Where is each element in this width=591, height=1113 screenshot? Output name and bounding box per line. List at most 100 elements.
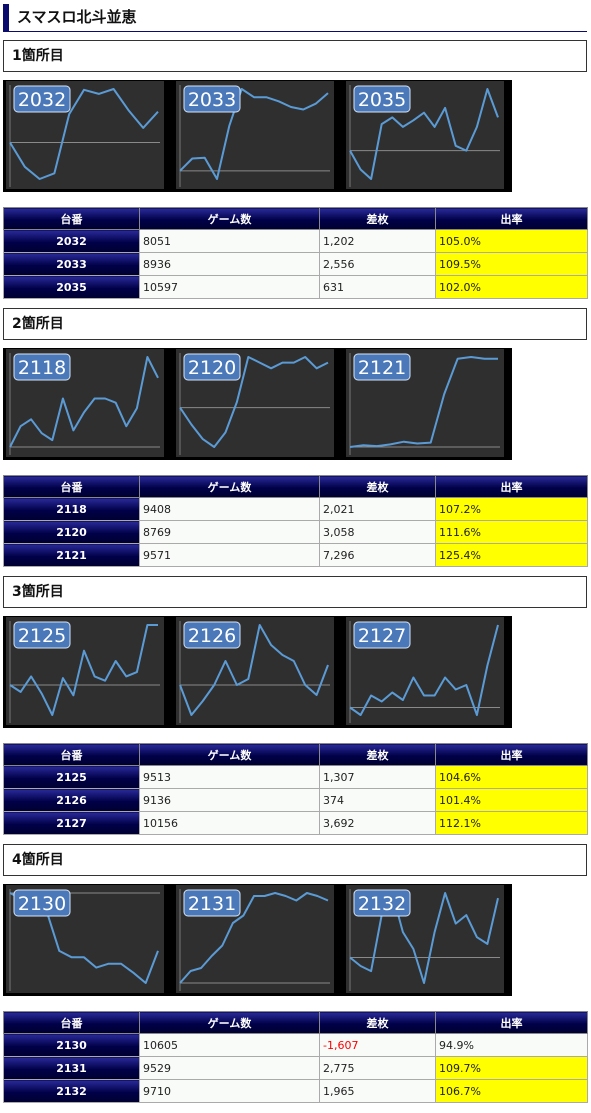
machine-number-cell[interactable]: 2132	[3, 1079, 140, 1103]
games-cell: 9513	[139, 765, 320, 789]
rate-cell: 107.2%	[435, 497, 588, 521]
slump-chart-2032[interactable]: 2032	[6, 81, 164, 189]
column-header-games: ゲーム数	[139, 475, 320, 498]
machine-number-cell[interactable]: 2126	[3, 788, 140, 812]
column-header-rate: 出率	[435, 1011, 588, 1034]
slump-chart-2121[interactable]: 2121	[346, 349, 504, 457]
table-row: 2126 9136 374 101.4%	[3, 788, 588, 812]
page-title: スマスロ北斗並恵	[3, 4, 587, 32]
column-header-diff: 差枚	[319, 1011, 436, 1034]
table-row: 2033 8936 2,556 109.5%	[3, 252, 588, 276]
slump-chart-2126[interactable]: 2126	[176, 617, 334, 725]
machine-number-cell[interactable]: 2121	[3, 543, 140, 567]
games-cell: 8051	[139, 229, 320, 253]
rate-cell: 104.6%	[435, 765, 588, 789]
rate-cell: 109.7%	[435, 1056, 588, 1080]
chart-badge-label: 2130	[18, 893, 66, 915]
rate-cell: 125.4%	[435, 543, 588, 567]
diff-cell: 1,965	[319, 1079, 436, 1103]
table-row: 2032 8051 1,202 105.0%	[3, 229, 588, 253]
column-header-games: ゲーム数	[139, 1011, 320, 1034]
column-header-games: ゲーム数	[139, 743, 320, 766]
column-header-games: ゲーム数	[139, 207, 320, 230]
diff-cell: 7,296	[319, 543, 436, 567]
chart-series-line	[349, 624, 499, 716]
section-title: 3箇所目	[3, 576, 587, 608]
chart-badge-label: 2126	[188, 625, 236, 647]
column-header-rate: 出率	[435, 743, 588, 766]
chart-badge	[13, 889, 71, 917]
column-header-diff: 差枚	[319, 743, 436, 766]
diff-cell: -1,607	[319, 1033, 436, 1057]
column-header-diff: 差枚	[319, 207, 436, 230]
games-cell: 9571	[139, 543, 320, 567]
machine-number-cell[interactable]: 2131	[3, 1056, 140, 1080]
diff-cell: 1,307	[319, 765, 436, 789]
table-row: 2035 10597 631 102.0%	[3, 275, 588, 299]
chart-series-line	[349, 356, 498, 448]
machine-number-cell[interactable]: 2127	[3, 811, 140, 835]
chart-series-line	[179, 88, 329, 180]
chart-badge	[353, 889, 411, 917]
chart-badge-label: 2033	[188, 89, 236, 111]
chart-badge-label: 2131	[188, 893, 236, 915]
charts-strip: 2118 2120 2121	[3, 348, 512, 460]
table-row: 2131 9529 2,775 109.7%	[3, 1056, 588, 1080]
chart-badge	[183, 85, 241, 113]
rate-cell: 109.5%	[435, 252, 588, 276]
games-cell: 10597	[139, 275, 320, 299]
table-row: 2125 9513 1,307 104.6%	[3, 765, 588, 789]
chart-badge	[13, 353, 71, 381]
rate-cell: 94.9%	[435, 1033, 588, 1057]
slump-chart-2127[interactable]: 2127	[346, 617, 504, 725]
machine-number-cell[interactable]: 2033	[3, 252, 140, 276]
slump-chart-2033[interactable]: 2033	[176, 81, 334, 189]
games-cell: 9529	[139, 1056, 320, 1080]
chart-badge-label: 2125	[18, 625, 66, 647]
rate-cell: 106.7%	[435, 1079, 588, 1103]
chart-badge-label: 2121	[358, 357, 406, 379]
column-header-machine: 台番	[3, 475, 140, 498]
machine-number-cell[interactable]: 2118	[3, 497, 140, 521]
chart-badge-label: 2127	[358, 625, 406, 647]
slump-chart-2035[interactable]: 2035	[346, 81, 504, 189]
machine-number-cell[interactable]: 2130	[3, 1033, 140, 1057]
chart-badge	[353, 85, 411, 113]
machine-number-cell[interactable]: 2125	[3, 765, 140, 789]
machine-number-cell[interactable]: 2120	[3, 520, 140, 544]
chart-badge-label: 2132	[358, 893, 406, 915]
results-table: 台番 ゲーム数 差枚 出率 2130 10605 -1,607 94.9% 2131 9529 2,…	[3, 1011, 588, 1103]
slump-chart-2120[interactable]: 2120	[176, 349, 334, 457]
chart-series-line	[179, 356, 329, 448]
games-cell: 8769	[139, 520, 320, 544]
charts-strip: 2032 2033 2035	[3, 80, 512, 192]
chart-badge	[183, 621, 241, 649]
chart-series-line	[9, 624, 158, 716]
machine-number-cell[interactable]: 2035	[3, 275, 140, 299]
section-title: 2箇所目	[3, 308, 587, 340]
table-row: 2118 9408 2,021 107.2%	[3, 497, 588, 521]
slump-chart-2125[interactable]: 2125	[6, 617, 164, 725]
results-table: 台番 ゲーム数 差枚 出率 2125 9513 1,307 104.6% 2126 9136 374…	[3, 743, 588, 835]
results-table: 台番 ゲーム数 差枚 出率 2118 9408 2,021 107.2% 2120 8769 3,0…	[3, 475, 588, 567]
games-cell: 10156	[139, 811, 320, 835]
diff-cell: 374	[319, 788, 436, 812]
rate-cell: 112.1%	[435, 811, 588, 835]
games-cell: 8936	[139, 252, 320, 276]
slump-chart-2118[interactable]: 2118	[6, 349, 164, 457]
rate-cell: 105.0%	[435, 229, 588, 253]
diff-cell: 2,021	[319, 497, 436, 521]
games-cell: 9710	[139, 1079, 320, 1103]
chart-badge-label: 2032	[18, 89, 66, 111]
rate-cell: 101.4%	[435, 788, 588, 812]
slump-chart-2132[interactable]: 2132	[346, 885, 504, 993]
slump-chart-2131[interactable]: 2131	[176, 885, 334, 993]
diff-cell: 3,692	[319, 811, 436, 835]
diff-cell: 631	[319, 275, 436, 299]
chart-badge	[353, 621, 411, 649]
chart-series-line	[9, 88, 159, 180]
machine-number-cell[interactable]: 2032	[3, 229, 140, 253]
diff-cell: 2,556	[319, 252, 436, 276]
slump-chart-2130[interactable]: 2130	[6, 885, 164, 993]
chart-badge	[13, 621, 71, 649]
